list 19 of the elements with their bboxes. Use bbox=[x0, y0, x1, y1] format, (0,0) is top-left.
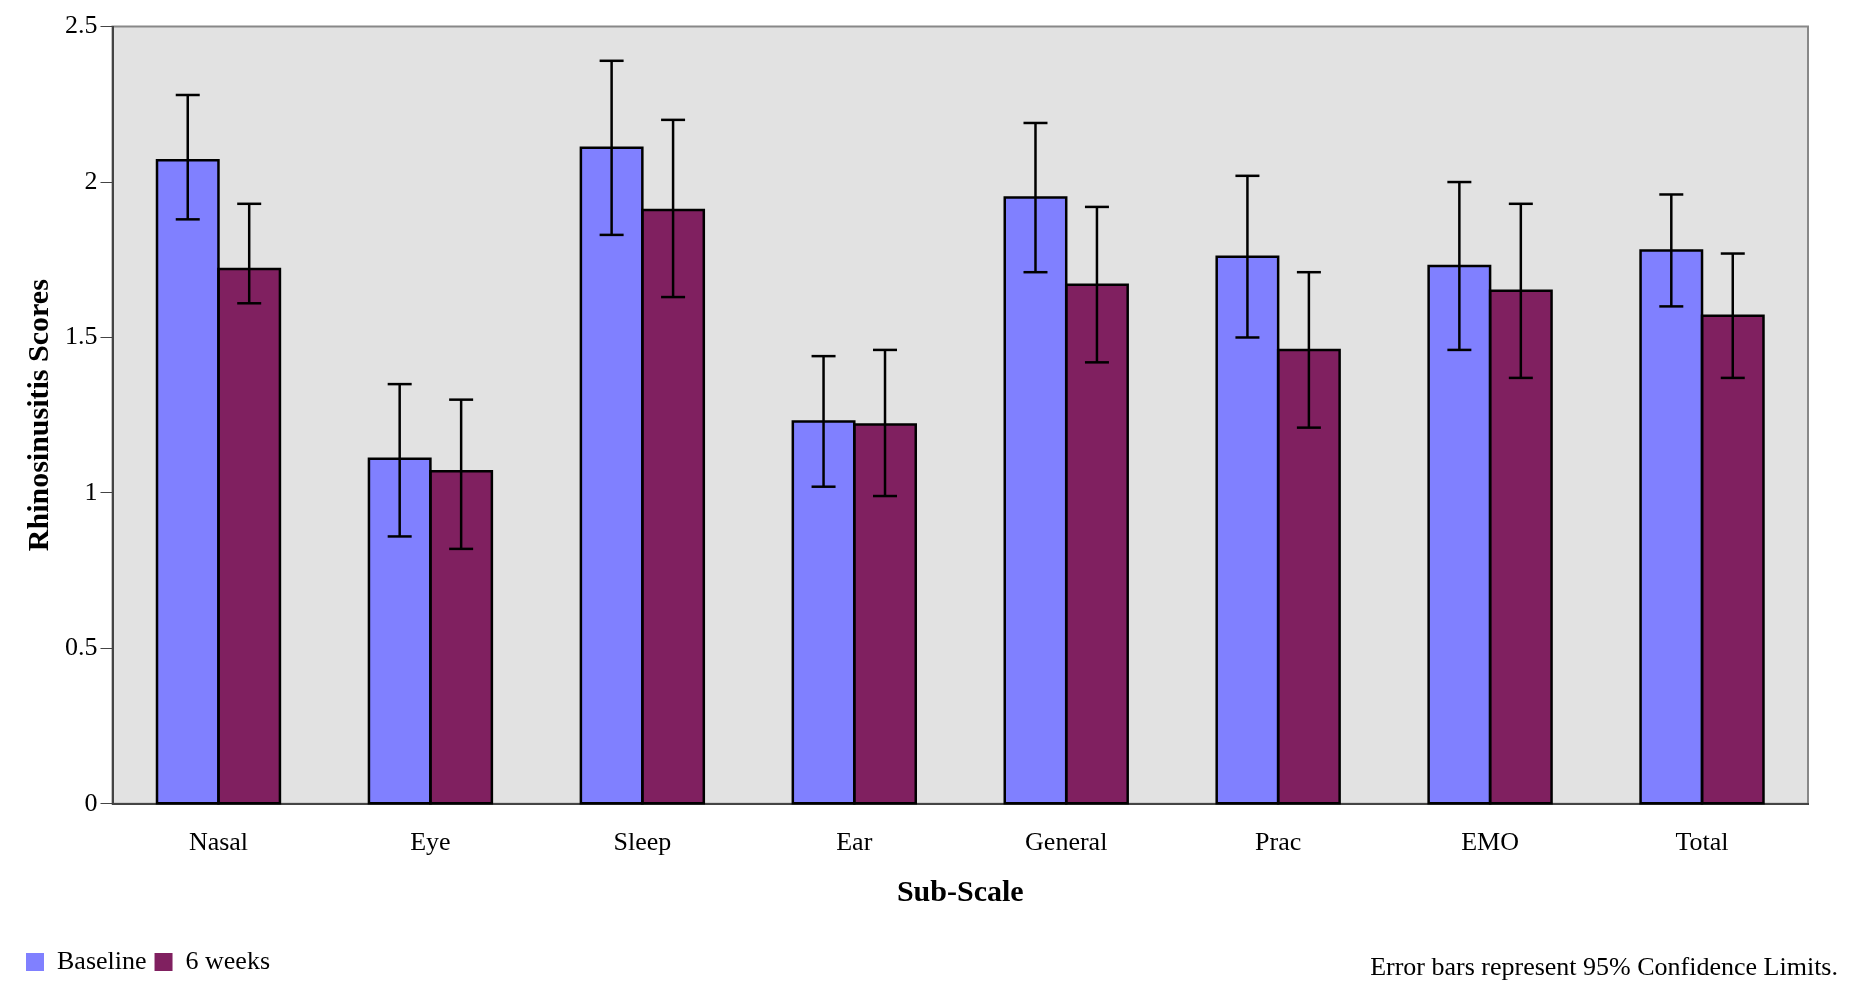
y-tick-label: 1.5 bbox=[65, 321, 98, 351]
legend-label: Baseline bbox=[57, 945, 147, 975]
legend-label: 6 weeks bbox=[185, 945, 271, 975]
x-axis-title: Sub-Scale bbox=[896, 873, 1024, 907]
y-tick-label: 2.5 bbox=[65, 10, 98, 40]
y-tick-label: 0 bbox=[84, 787, 98, 817]
x-tick-label: EMO bbox=[1461, 827, 1519, 857]
text: Error bars represent 95% Confidence Limits. bbox=[1370, 951, 1838, 981]
y-tick-label: 1 bbox=[84, 476, 98, 506]
x-tick-label: General bbox=[1025, 827, 1108, 857]
x-tick-label: Sleep bbox=[613, 827, 672, 857]
y-tick-label: 2 bbox=[84, 165, 98, 195]
x-tick-label: Total bbox=[1675, 827, 1729, 857]
y-tick-label: 0.5 bbox=[65, 632, 98, 662]
y-axis-title: Rhinosinusitis Scores bbox=[20, 279, 54, 552]
x-tick-label: Prac bbox=[1255, 827, 1302, 857]
x-tick-label: Nasal bbox=[188, 827, 249, 857]
x-tick-label: Eye bbox=[410, 827, 451, 857]
x-tick-label: Ear bbox=[836, 827, 873, 857]
